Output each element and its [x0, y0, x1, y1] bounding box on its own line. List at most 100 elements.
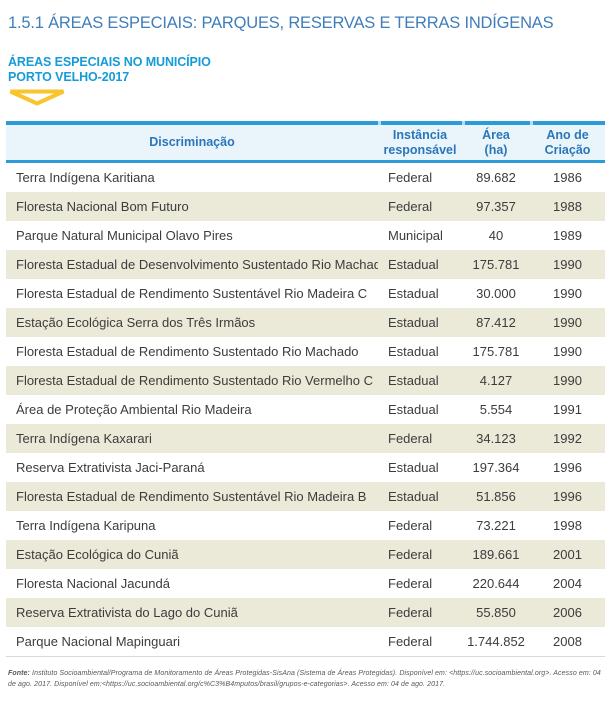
cell-instancia: Municipal: [388, 228, 443, 244]
table-row: Terra Indígena Kaxarari Federal 34.123 1…: [6, 424, 605, 454]
cell-instancia: Federal: [388, 547, 433, 563]
column-header-ano: Ano de Criação: [544, 128, 591, 157]
cell-instancia: Federal: [388, 605, 433, 621]
cell-area: 97.357: [476, 199, 516, 215]
cell-discriminacao: Floresta Nacional Bom Futuro: [16, 199, 189, 215]
cell-instancia: Federal: [388, 170, 433, 186]
cell-instancia: Federal: [388, 199, 433, 215]
cell-instancia: Estadual: [388, 286, 439, 302]
table-row: Floresta Estadual de Rendimento Sustenta…: [6, 366, 605, 396]
areas-especiais-table: Discriminação Instância responsável Área…: [6, 121, 605, 658]
table-caption-line2: PORTO VELHO-2017: [8, 69, 130, 84]
table-row: Terra Indígena Karitiana Federal 89.682 …: [6, 163, 605, 193]
table-row: Reserva Extrativista do Lago do Cuniã Fe…: [6, 598, 605, 628]
cell-area: 51.856: [476, 489, 516, 505]
cell-ano: 1990: [553, 344, 582, 360]
cell-ano: 2006: [553, 605, 582, 621]
cell-area: 175.781: [472, 257, 520, 273]
cell-discriminacao: Terra Indígena Karipuna: [16, 518, 156, 534]
table-row: Estação Ecológica do Cuniã Federal 189.6…: [6, 540, 605, 570]
table-caption-line1: ÁREAS ESPECIAIS NO MUNICÍPIO: [8, 54, 211, 69]
table-row: Floresta Estadual de Rendimento Sustentá…: [6, 279, 605, 309]
table-header-row: Discriminação Instância responsável Área…: [6, 125, 605, 164]
table-row: Floresta Nacional Bom Futuro Federal 97.…: [6, 192, 605, 222]
cell-ano: 1990: [553, 257, 582, 273]
column-divider: [530, 121, 533, 126]
cell-area: 175.781: [472, 344, 520, 360]
cell-instancia: Federal: [388, 431, 433, 447]
table-body: Terra Indígena Karitiana Federal 89.682 …: [6, 163, 605, 658]
cell-ano: 1990: [553, 373, 582, 389]
cell-ano: 2001: [553, 547, 582, 563]
cell-ano: 1988: [553, 199, 582, 215]
cell-area: 189.661: [472, 547, 520, 563]
cell-area: 34.123: [476, 431, 516, 447]
cell-discriminacao: Parque Nacional Mapinguari: [16, 634, 181, 650]
cell-discriminacao: Estação Ecológica Serra dos Três Irmãos: [16, 315, 256, 331]
cell-instancia: Federal: [388, 518, 433, 534]
cell-instancia: Estadual: [388, 460, 439, 476]
table-row: Parque Natural Municipal Olavo Pires Mun…: [6, 221, 605, 251]
column-divider: [378, 121, 381, 126]
cell-discriminacao: Floresta Estadual de Rendimento Sustentá…: [16, 286, 368, 302]
cell-area: 55.850: [476, 605, 516, 621]
cell-area: 1.744.852: [467, 634, 525, 650]
table-top-bar: [6, 121, 605, 126]
page-title: 1.5.1 ÁREAS ESPECIAIS: PARQUES, RESERVAS…: [8, 14, 554, 32]
cell-instancia: Federal: [388, 634, 433, 650]
cell-area: 30.000: [476, 286, 516, 302]
cell-ano: 1986: [553, 170, 582, 186]
column-header-instancia: Instância responsável: [383, 128, 457, 157]
cell-discriminacao: Floresta Estadual de Rendimento Sustenta…: [16, 344, 359, 360]
cell-instancia: Estadual: [388, 344, 439, 360]
table-row: Reserva Extrativista Jaci-Paraná Estadua…: [6, 453, 605, 483]
column-divider: [462, 121, 465, 126]
cell-discriminacao: Floresta Estadual de Rendimento Sustenta…: [16, 373, 373, 389]
cell-ano: 1990: [553, 315, 582, 331]
cell-instancia: Estadual: [388, 489, 439, 505]
cell-discriminacao: Floresta Estadual de Rendimento Sustentá…: [16, 489, 367, 505]
column-header-discriminacao: Discriminação: [149, 135, 235, 150]
table-row: Parque Nacional Mapinguari Federal 1.744…: [6, 627, 605, 657]
source-note: Fonte: Instituto Socioambiental/Programa…: [8, 669, 605, 690]
cell-instancia: Estadual: [388, 373, 439, 389]
source-label: Fonte:: [8, 670, 30, 678]
table-row: Floresta Estadual de Rendimento Sustenta…: [6, 337, 605, 367]
cell-discriminacao: Floresta Nacional Jacundá: [16, 576, 170, 592]
cell-ano: 1989: [553, 228, 582, 244]
cell-ano: 1991: [553, 402, 582, 418]
cell-area: 40: [488, 228, 504, 244]
table-row: Área de Proteção Ambiental Rio Madeira E…: [6, 395, 605, 425]
table-row: Floresta Estadual de Desenvolvimento Sus…: [6, 250, 605, 280]
table-row: Floresta Nacional Jacundá Federal 220.64…: [6, 569, 605, 599]
column-header-area: Área (ha): [482, 128, 510, 157]
table-row: Floresta Estadual de Rendimento Sustentá…: [6, 482, 605, 512]
table-row: Estação Ecológica Serra dos Três Irmãos …: [6, 308, 605, 338]
table-row: Terra Indígena Karipuna Federal 73.221 1…: [6, 511, 605, 541]
table-caption: ÁREAS ESPECIAIS NO MUNICÍPIO PORTO VELHO…: [8, 55, 603, 85]
cell-ano: 1998: [553, 518, 582, 534]
cell-area: 73.221: [476, 518, 516, 534]
cell-discriminacao: Floresta Estadual de Desenvolvimento Sus…: [16, 257, 378, 273]
cell-discriminacao: Área de Proteção Ambiental Rio Madeira: [16, 402, 252, 418]
cell-instancia: Estadual: [388, 315, 439, 331]
cell-ano: 2008: [553, 634, 582, 650]
cell-area: 4.127: [479, 373, 513, 389]
cell-instancia: Federal: [388, 576, 433, 592]
cell-discriminacao: Terra Indígena Kaxarari: [16, 431, 152, 447]
cell-discriminacao: Reserva Extrativista Jaci-Paraná: [16, 460, 205, 476]
cell-area: 89.682: [476, 170, 516, 186]
cell-discriminacao: Reserva Extrativista do Lago do Cuniã: [16, 605, 238, 621]
cell-area: 87.412: [476, 315, 516, 331]
cell-ano: 1992: [553, 431, 582, 447]
cell-area: 5.554: [479, 402, 513, 418]
cell-ano: 1996: [553, 489, 582, 505]
cell-area: 197.364: [472, 460, 520, 476]
cell-ano: 2004: [553, 576, 582, 592]
cell-instancia: Estadual: [388, 257, 439, 273]
cell-area: 220.644: [472, 576, 520, 592]
source-text: Instituto Socioambiental/Programa de Mon…: [8, 670, 601, 688]
cell-instancia: Estadual: [388, 402, 439, 418]
cell-discriminacao: Terra Indígena Karitiana: [16, 170, 155, 186]
cell-ano: 1990: [553, 286, 582, 302]
